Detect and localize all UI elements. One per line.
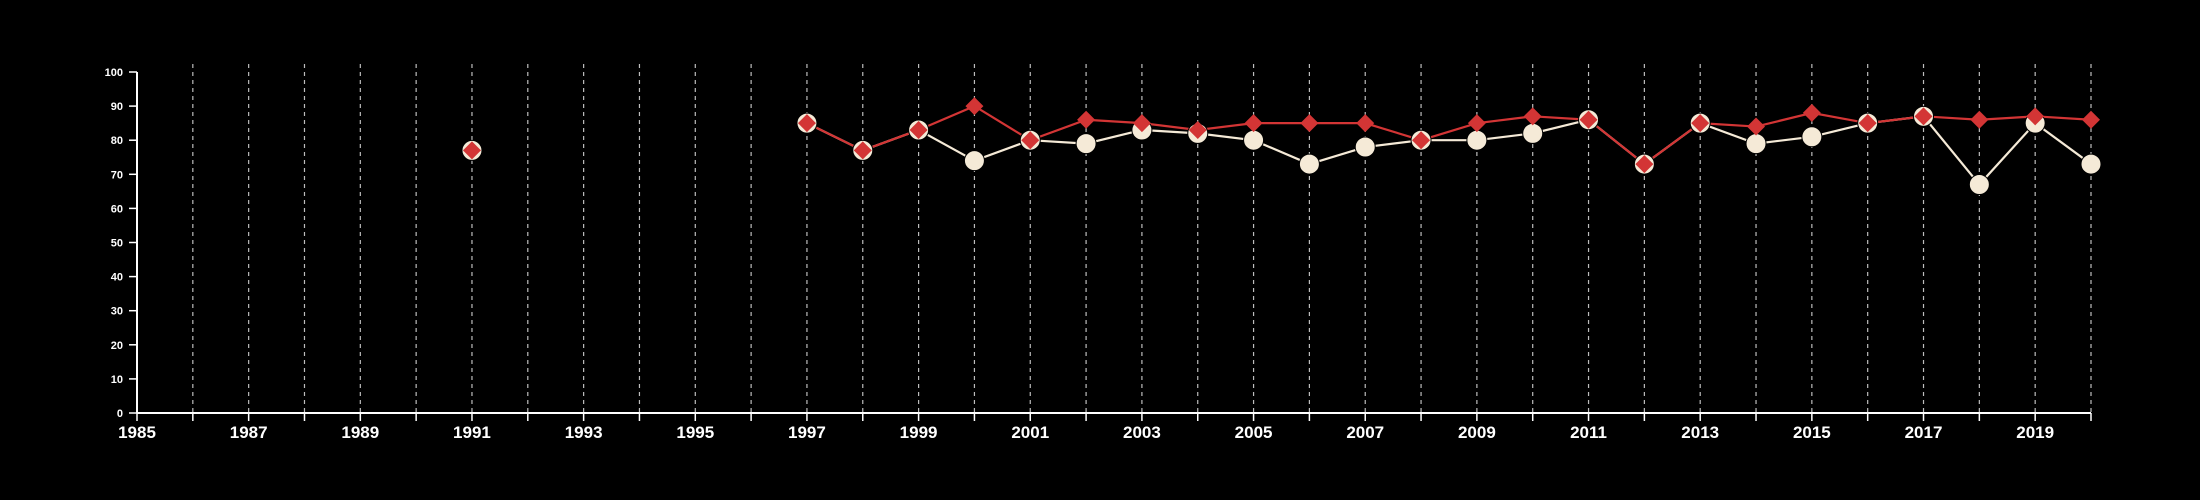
x-tick-label: 2011 xyxy=(1570,423,1607,442)
x-tick-label: 1989 xyxy=(341,423,379,442)
series-group xyxy=(461,97,2102,196)
data-point xyxy=(1356,114,1375,133)
data-point xyxy=(1243,129,1265,151)
x-tick-label: 2009 xyxy=(1458,423,1496,442)
y-tick-label: 70 xyxy=(111,169,123,181)
data-point xyxy=(1523,107,1542,126)
y-tick-label: 0 xyxy=(117,408,123,420)
y-tick-label: 50 xyxy=(111,238,123,250)
x-tick-label: 1991 xyxy=(453,423,491,442)
y-tick-label: 20 xyxy=(111,340,123,352)
x-tick-label: 2019 xyxy=(2016,423,2054,442)
y-tick-label: 100 xyxy=(105,67,123,79)
y-tick-label: 80 xyxy=(111,135,123,147)
data-point xyxy=(965,97,984,116)
axes: 0 10 20 30 40 50 60 70 80 90 100 1985 1987 1989 1991 19… xyxy=(105,67,2092,442)
data-point xyxy=(1858,114,1877,133)
data-point xyxy=(1467,114,1486,133)
data-point xyxy=(1801,126,1823,148)
x-tick-label: 1987 xyxy=(230,423,268,442)
x-tick-label: 2001 xyxy=(1011,423,1049,442)
x-tick-label: 1999 xyxy=(900,423,938,442)
x-tick-label: 1997 xyxy=(788,423,826,442)
data-point xyxy=(1968,174,1990,196)
x-tick-label: 2017 xyxy=(1905,423,1943,442)
y-tick-label: 90 xyxy=(111,101,123,113)
data-point xyxy=(2082,110,2100,129)
y-tick-label: 10 xyxy=(111,374,123,386)
y-tick-label: 30 xyxy=(111,306,123,318)
x-tick-label: 2003 xyxy=(1123,423,1161,442)
x-tick-label: 1993 xyxy=(565,423,603,442)
data-point xyxy=(1021,131,1040,150)
data-point xyxy=(1188,120,1207,139)
y-tick-label: 60 xyxy=(111,203,123,215)
data-point xyxy=(1244,114,1263,133)
data-point xyxy=(1691,114,1710,133)
x-tick-label: 2005 xyxy=(1235,423,1273,442)
data-point xyxy=(1802,103,1821,122)
data-point xyxy=(462,141,481,160)
data-point xyxy=(1300,114,1319,133)
data-point xyxy=(2026,107,2045,126)
data-point xyxy=(853,141,872,160)
data-point xyxy=(1354,136,1376,158)
series-markers-diamond xyxy=(462,97,2100,174)
x-tick-label: 1995 xyxy=(676,423,714,442)
data-point xyxy=(1412,131,1431,150)
data-point xyxy=(2080,153,2102,175)
data-point xyxy=(1298,153,1320,175)
y-tick-label: 40 xyxy=(111,272,123,284)
x-tick-label: 2007 xyxy=(1346,423,1384,442)
data-point xyxy=(797,114,816,133)
data-point xyxy=(963,150,985,172)
data-point xyxy=(1970,110,1989,129)
data-point xyxy=(1132,114,1151,133)
data-point xyxy=(1579,110,1598,129)
x-tick-label: 1985 xyxy=(118,423,156,442)
data-point xyxy=(1914,107,1933,126)
x-tick-label: 2015 xyxy=(1793,423,1831,442)
data-point xyxy=(1745,133,1767,155)
data-point xyxy=(1077,110,1096,129)
data-point xyxy=(1747,117,1766,136)
data-point xyxy=(1522,122,1544,144)
data-point xyxy=(1466,129,1488,151)
data-point xyxy=(909,120,928,139)
data-point xyxy=(1635,155,1654,174)
x-tick-label: 2013 xyxy=(1681,423,1719,442)
data-point xyxy=(1075,133,1097,155)
